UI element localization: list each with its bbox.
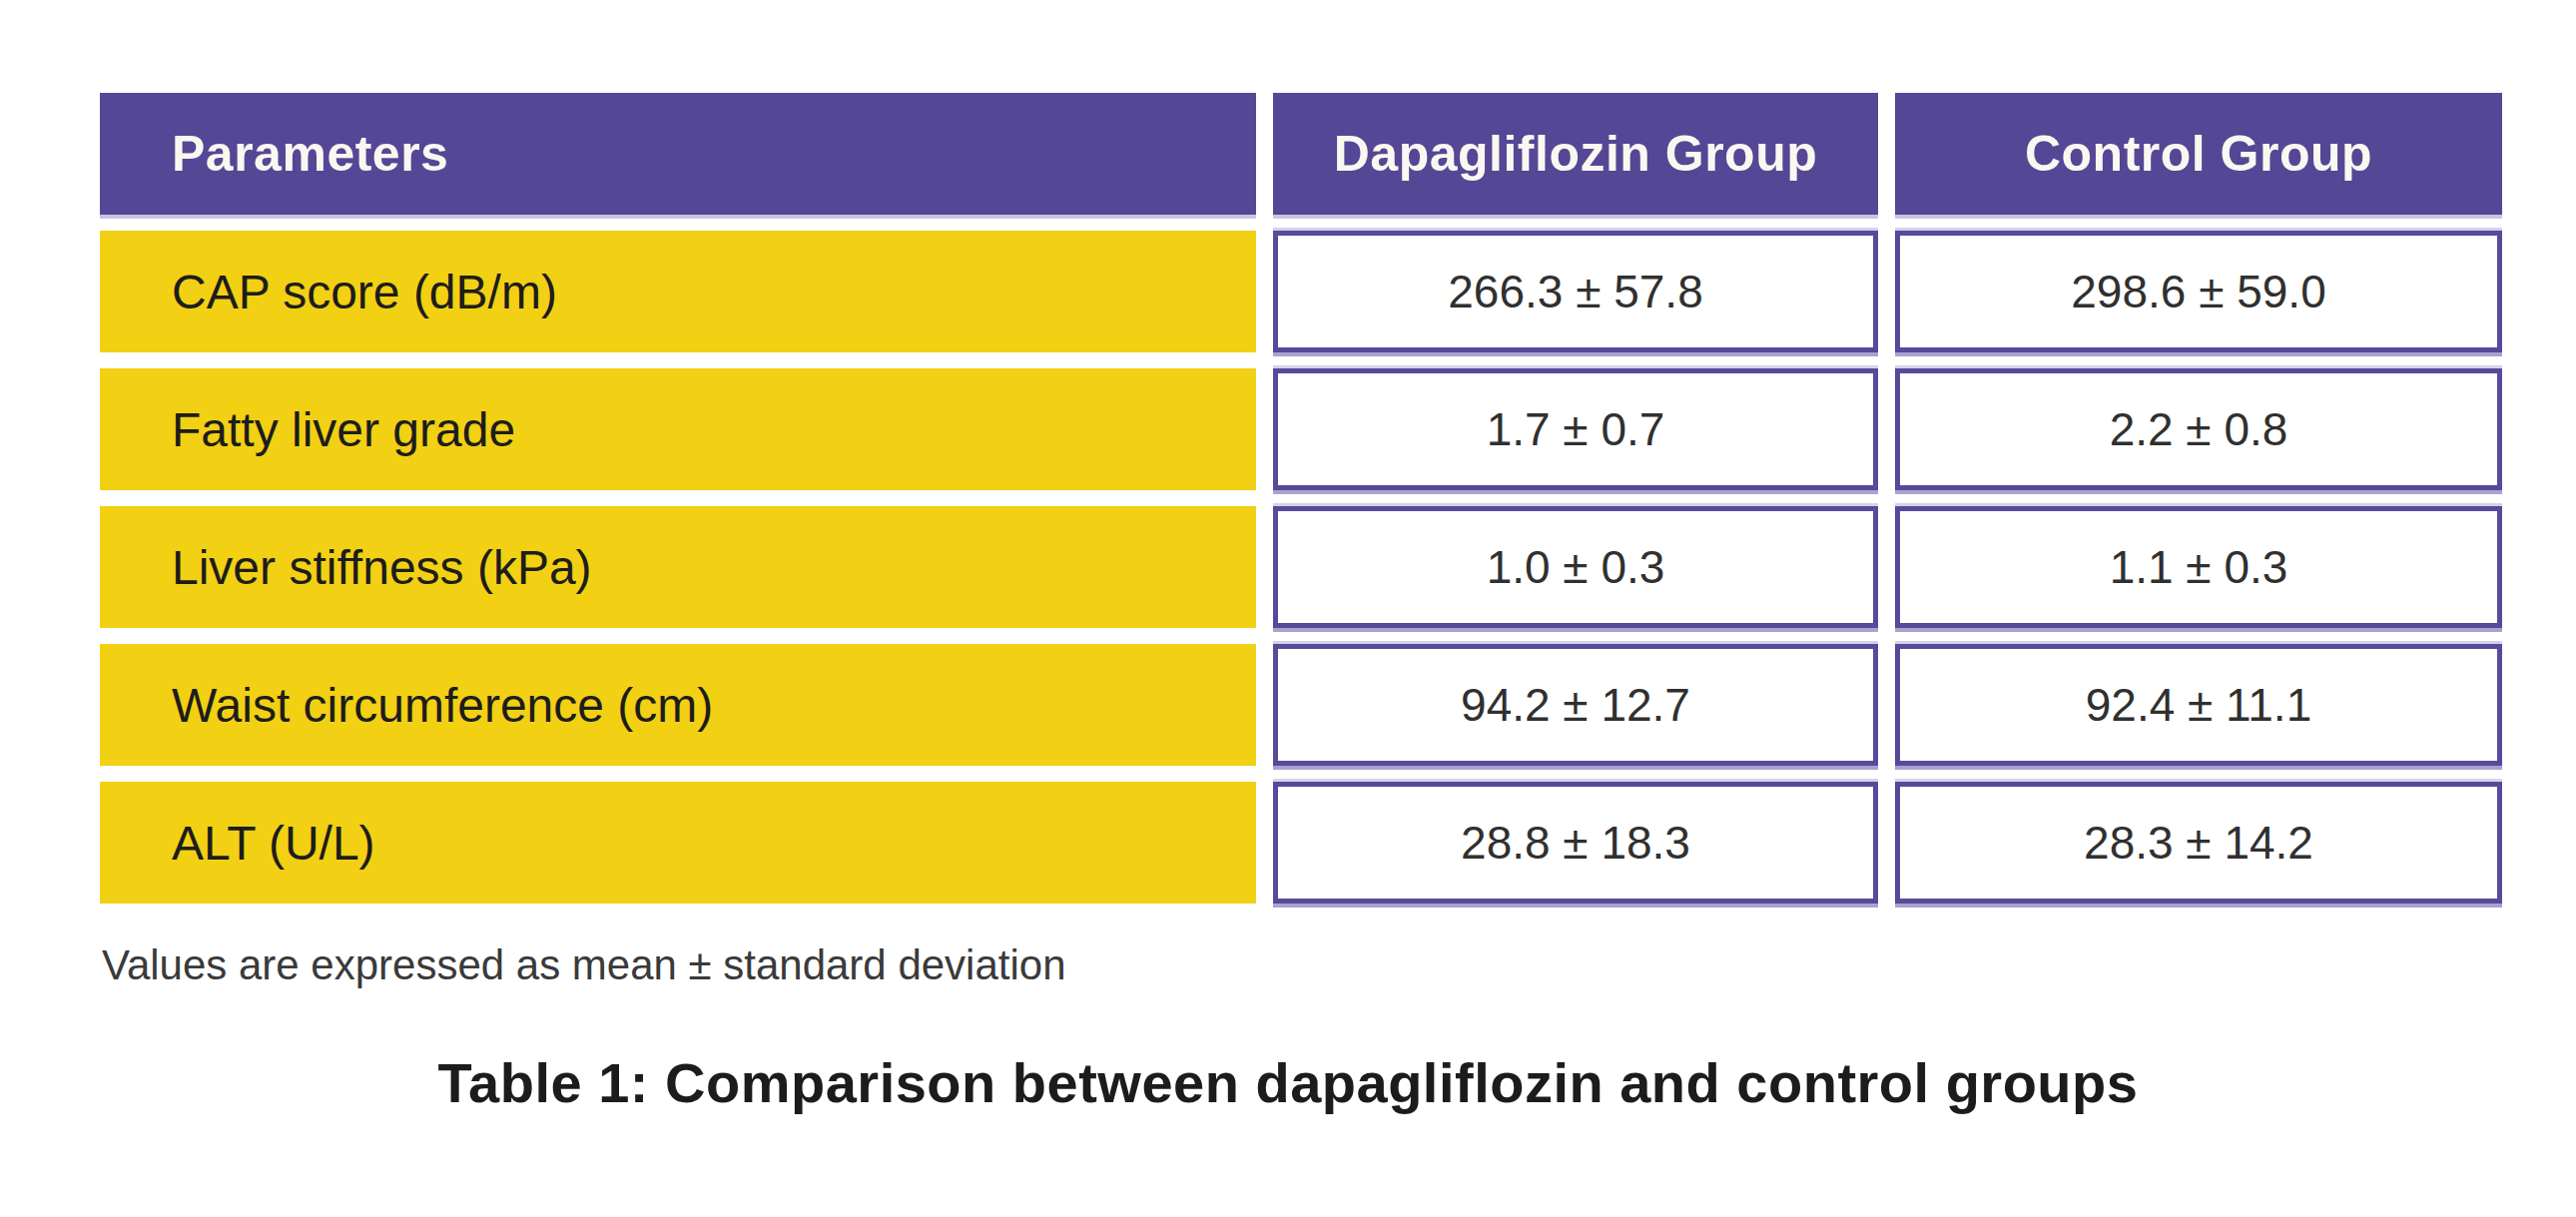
value-alt-dapa: 28.8 ± 18.3 xyxy=(1273,782,1878,904)
header-parameters: Parameters xyxy=(100,93,1256,215)
value-waist-circumference-control: 92.4 ± 11.1 xyxy=(1895,644,2502,766)
table-caption: Table 1: Comparison between dapagliflozi… xyxy=(0,1050,2576,1115)
value-fatty-liver-control: 2.2 ± 0.8 xyxy=(1895,368,2502,490)
row-label-liver-stiffness: Liver stiffness (kPa) xyxy=(100,506,1256,628)
value-alt-control: 28.3 ± 14.2 xyxy=(1895,782,2502,904)
value-liver-stiffness-control: 1.1 ± 0.3 xyxy=(1895,506,2502,628)
value-fatty-liver-dapa: 1.7 ± 0.7 xyxy=(1273,368,1878,490)
comparison-table: Parameters Dapagliflozin Group Control G… xyxy=(100,93,2502,904)
header-control-group: Control Group xyxy=(1895,93,2502,215)
row-label-waist-circumference: Waist circumference (cm) xyxy=(100,644,1256,766)
row-label-alt: ALT (U/L) xyxy=(100,782,1256,904)
row-label-cap-score: CAP score (dB/m) xyxy=(100,231,1256,352)
value-liver-stiffness-dapa: 1.0 ± 0.3 xyxy=(1273,506,1878,628)
footnote: Values are expressed as mean ± standard … xyxy=(102,941,1066,989)
value-cap-score-dapa: 266.3 ± 57.8 xyxy=(1273,231,1878,352)
value-cap-score-control: 298.6 ± 59.0 xyxy=(1895,231,2502,352)
row-label-fatty-liver: Fatty liver grade xyxy=(100,368,1256,490)
value-waist-circumference-dapa: 94.2 ± 12.7 xyxy=(1273,644,1878,766)
header-dapagliflozin-group: Dapagliflozin Group xyxy=(1273,93,1878,215)
